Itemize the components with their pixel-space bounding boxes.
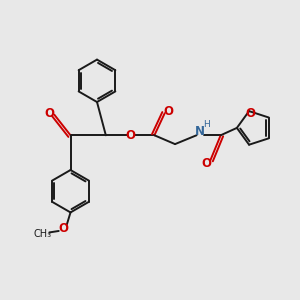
- Text: O: O: [44, 107, 54, 120]
- Text: O: O: [126, 129, 136, 142]
- Text: H: H: [203, 121, 210, 130]
- Text: O: O: [163, 105, 173, 118]
- Text: N: N: [195, 125, 205, 138]
- Text: CH₃: CH₃: [34, 229, 52, 239]
- Text: O: O: [202, 157, 212, 170]
- Text: O: O: [58, 222, 68, 235]
- Text: O: O: [245, 107, 256, 120]
